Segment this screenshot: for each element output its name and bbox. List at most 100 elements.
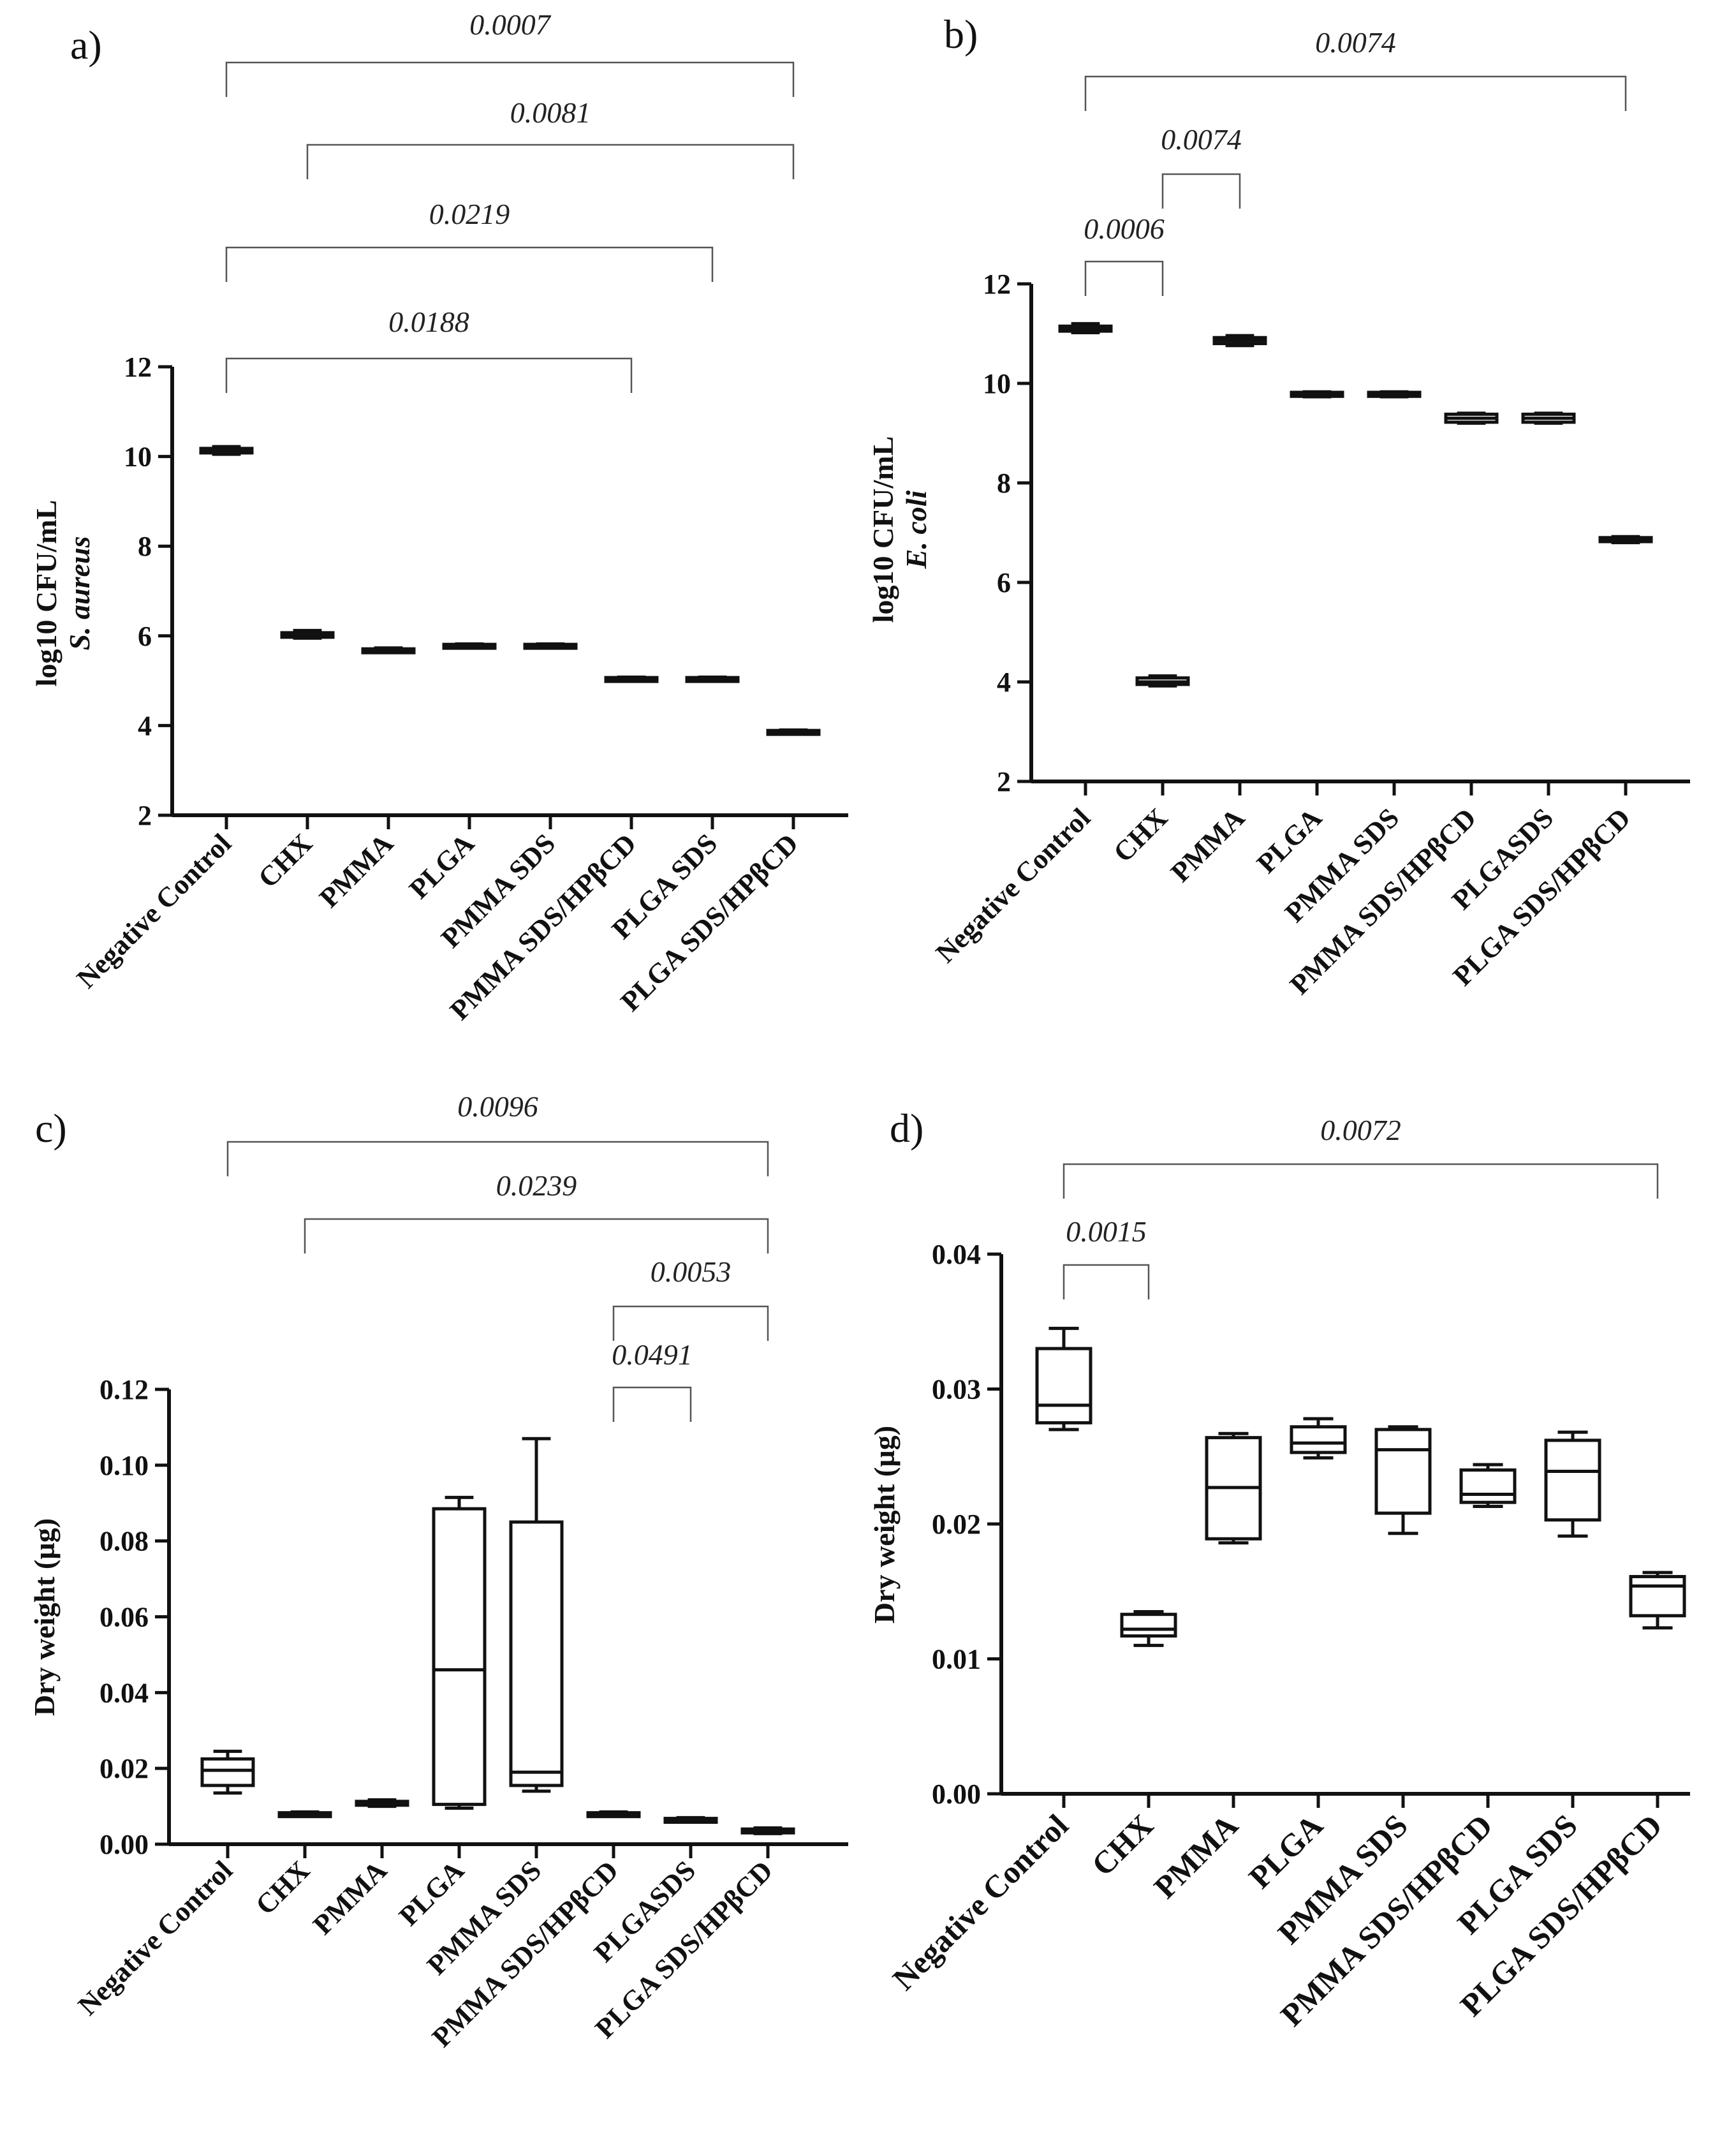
- box-plot: [280, 628, 335, 640]
- significance-bracket: 0.0239: [304, 1169, 769, 1253]
- box-plot: [1212, 334, 1267, 348]
- box-plot: [1290, 390, 1344, 399]
- bracket-line: [1063, 1163, 1659, 1199]
- significance-bracket: 0.0074: [1084, 26, 1627, 111]
- box-plot: [361, 646, 416, 654]
- significance-bracket: 0.0007: [225, 8, 795, 97]
- box-plot: [1205, 1431, 1262, 1545]
- box-plot: [277, 1810, 332, 1819]
- x-category-label: CHX: [249, 1854, 316, 1921]
- bracket-line: [225, 357, 633, 393]
- y-tick-label: 10: [983, 368, 1011, 399]
- box-plot: [1459, 1463, 1517, 1509]
- significance-bracket: 0.0006: [1084, 212, 1165, 296]
- box-plot: [604, 675, 659, 683]
- p-value-label: 0.0096: [457, 1090, 538, 1123]
- box-plot: [1290, 1417, 1347, 1460]
- y-tick-label: 0.00: [932, 1778, 981, 1810]
- y-tick-label: 0.02: [932, 1509, 981, 1540]
- y-tick-label: 6: [138, 621, 152, 652]
- box-plot: [1521, 411, 1576, 425]
- p-value-label: 0.0219: [429, 198, 510, 230]
- y-axis-label: Dry weight (µg): [868, 1426, 901, 1623]
- panel-label: b): [944, 11, 978, 57]
- box-plot: [586, 1810, 641, 1819]
- y-tick-label: 0.01: [932, 1644, 981, 1675]
- box-plot: [523, 642, 578, 650]
- box-iqr: [200, 1757, 255, 1787]
- y-tick-label: 0.00: [99, 1829, 149, 1860]
- p-value-label: 0.0081: [510, 96, 591, 129]
- y-axis-label: Dry weight (µg): [28, 1518, 61, 1716]
- box-plot: [663, 1815, 718, 1824]
- y-tick-label: 0.02: [99, 1753, 149, 1784]
- y-tick-label: 8: [138, 531, 152, 562]
- box-plot: [200, 1749, 255, 1795]
- y-axis-label-organism: S. aureus: [63, 536, 96, 651]
- significance-bracket: 0.0096: [226, 1090, 769, 1176]
- x-category-label: Negative Control: [886, 1807, 1075, 1997]
- y-tick-label: 2: [997, 766, 1011, 797]
- bracket-line: [304, 1218, 769, 1253]
- x-category-label: CHX: [252, 827, 318, 894]
- p-value-label: 0.0491: [612, 1338, 693, 1371]
- y-tick-label: 12: [983, 269, 1011, 300]
- y-tick-label: 0.12: [99, 1374, 149, 1405]
- bracket-line: [612, 1386, 692, 1422]
- box-iqr: [509, 1520, 564, 1787]
- box-plot: [1544, 1430, 1601, 1538]
- x-category-label: Negative Control: [71, 827, 237, 994]
- box-plot: [355, 1798, 409, 1808]
- box-iqr: [1120, 1613, 1177, 1638]
- box-plot: [766, 728, 821, 736]
- bracket-line: [225, 61, 795, 97]
- significance-bracket: 0.0081: [306, 96, 795, 179]
- p-value-label: 0.0239: [496, 1169, 577, 1202]
- significance-bracket: 0.0491: [612, 1338, 693, 1422]
- panel-d: d) 0.00 0.01 0.02 0.03 0.04 Negative Control CH…: [868, 1105, 1690, 2033]
- y-tick-label: 8: [997, 468, 1011, 499]
- box-iqr: [1374, 1428, 1432, 1515]
- y-tick-label: 2: [138, 800, 152, 831]
- p-value-label: 0.0072: [1320, 1114, 1401, 1146]
- x-category-label: Negative Control: [930, 802, 1096, 968]
- bracket-line: [225, 246, 714, 282]
- y-tick-label: 6: [997, 567, 1011, 598]
- x-category-label: PLGA: [403, 827, 480, 905]
- box-iqr: [1035, 1347, 1092, 1424]
- panel-label: d): [890, 1105, 923, 1151]
- box-plot: [432, 1495, 487, 1810]
- bracket-line: [1084, 75, 1627, 111]
- significance-bracket: 0.0053: [612, 1255, 769, 1341]
- significance-bracket: 0.0188: [225, 306, 633, 393]
- p-value-label: 0.0015: [1066, 1215, 1147, 1248]
- bracket-line: [226, 1141, 769, 1176]
- box-plot: [1367, 390, 1422, 399]
- box-plot: [442, 642, 497, 650]
- p-value-label: 0.0006: [1084, 212, 1165, 245]
- p-value-label: 0.0188: [388, 306, 469, 338]
- box-plot: [1135, 674, 1190, 688]
- box-plot: [685, 675, 740, 683]
- y-tick-label: 4: [997, 667, 1011, 698]
- y-tick-label: 0.08: [99, 1526, 149, 1557]
- significance-bracket: 0.0015: [1063, 1215, 1150, 1299]
- bracket-line: [1161, 173, 1241, 209]
- panel-label: a): [70, 22, 102, 68]
- panel-label: c): [35, 1105, 67, 1151]
- x-category-label: CHX: [1085, 1807, 1160, 1882]
- significance-bracket: 0.0072: [1063, 1114, 1659, 1199]
- bracket-line: [612, 1305, 769, 1341]
- y-axis-label-organism: E. coli: [900, 490, 932, 569]
- panel-c: c) 0.00 0.02 0.04 0.06 0.08 0.10 0.12 Negative C…: [28, 1090, 848, 2053]
- box-plot: [509, 1437, 564, 1793]
- x-category-label: PMMA: [1147, 1807, 1244, 1905]
- box-iqr: [432, 1507, 487, 1807]
- p-value-label: 0.0074: [1315, 26, 1396, 59]
- x-category-label: PMMA: [1165, 802, 1251, 888]
- box-iqr: [1459, 1468, 1517, 1504]
- box-iqr: [1629, 1574, 1686, 1618]
- x-category-label: PLGA: [393, 1854, 470, 1932]
